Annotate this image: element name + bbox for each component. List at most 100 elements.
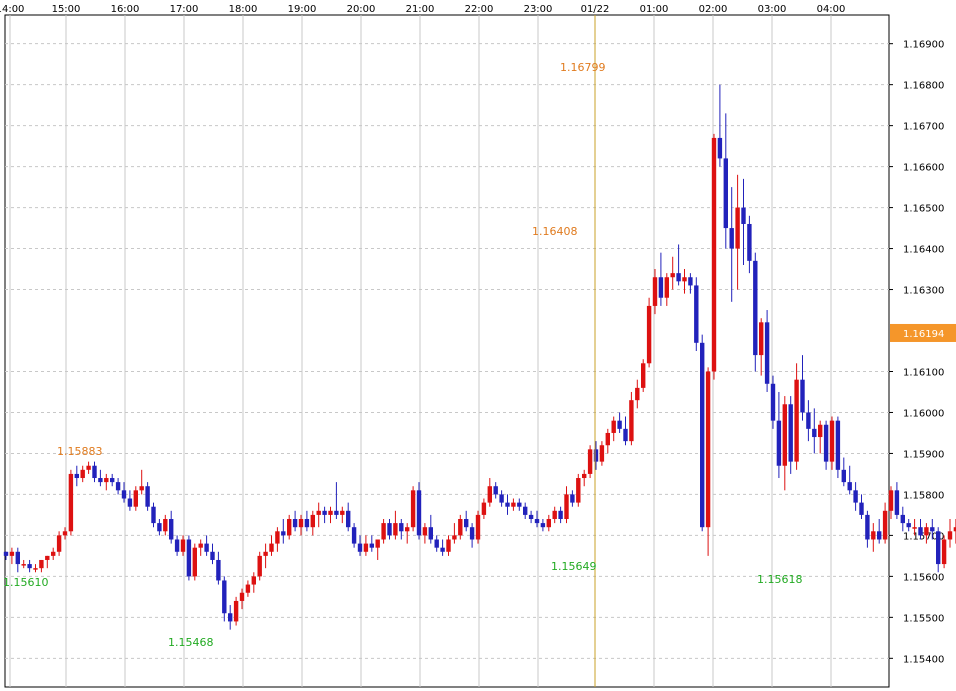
candle-body [180,539,186,552]
y-axis: 1.16900 1.16800 1.16700 1.16600 1.16500 1.164… [889,40,944,665]
candle-body [139,486,144,491]
candle-body [151,506,156,524]
y-tick-label: 1.16700 [903,122,944,133]
candle-body [127,498,133,507]
candle-body [481,502,487,515]
candle-body [405,527,410,532]
candle-body [27,564,32,569]
candle-body [422,527,428,536]
x-tick-label: 02:00 [699,4,728,15]
candle-body [399,523,404,532]
candle-body [587,449,593,474]
candle-body [788,404,793,462]
candle-body [86,465,91,470]
candle-body [871,531,876,540]
y-tick-label: 1.16300 [903,286,944,297]
candle-body [245,584,251,593]
candle-body [729,228,734,249]
candle-body [275,531,280,544]
candle-body [546,519,551,528]
candle-body [688,277,693,286]
x-tick-label: 17:00 [170,4,199,15]
candle-body [304,519,310,528]
candle-body [540,523,546,528]
candle-body [930,527,935,532]
candle-body [700,342,705,528]
candle-body [806,412,811,429]
candle-body [605,432,610,446]
y-tick-label: 1.15500 [903,613,944,624]
candle-body [145,486,150,507]
candle-body [694,285,699,343]
candle-body [410,490,416,528]
candle-body [599,445,605,462]
candle-body [552,510,557,519]
candle-body [121,490,127,499]
candle-body [257,555,262,577]
x-tick-label: 01/22 [581,4,610,15]
high-price-label: 1.15883 [57,445,103,458]
candle-body [812,428,817,438]
candle-body [658,277,664,298]
plot-frame [4,14,890,688]
y-tick-label: 1.15800 [903,490,944,501]
candle-body [387,523,392,536]
candle-body [39,559,44,569]
candle-body [452,535,457,540]
candle-body [953,527,956,532]
y-tick-label: 1.15700 [903,531,944,542]
candle-body [841,469,846,483]
candle-body [487,486,492,503]
candle-body [475,514,481,540]
candle-body [464,519,469,528]
candles [3,84,956,630]
candle-body [186,539,192,577]
x-tick-label: 18:00 [229,4,258,15]
candle-body [298,519,304,528]
candle-body [646,305,652,364]
candle-body [576,478,581,503]
y-tick-label: 1.16100 [903,367,944,378]
candle-body [818,424,823,438]
candle-body [629,400,634,442]
candle-body [764,322,770,384]
candle-body [770,383,776,421]
x-tick-label: 21:00 [406,4,435,15]
candle-body [416,490,422,536]
candle-body [316,510,321,515]
x-tick-label: 19:00 [288,4,317,15]
candle-body [174,539,180,552]
candle-body [157,523,162,532]
candle-body [233,600,239,622]
candle-body [440,547,445,552]
y-tick-label: 1.15600 [903,572,944,583]
candle-body [322,510,327,515]
candle-body [918,527,923,536]
candle-body [110,478,115,483]
high-price-label: 1.16408 [532,225,578,238]
candle-body [511,502,516,507]
candle-body [80,469,85,479]
candle-body [676,273,681,282]
x-tick-label: 15:00 [52,4,81,15]
candle-body [98,478,103,483]
candle-body [558,510,563,519]
current-price-tag [890,323,956,342]
candle-body [664,277,669,298]
candle-body [641,363,646,388]
candle-body [711,137,717,372]
candle-body [582,473,587,479]
candle-body [222,580,227,614]
y-tick-label: 1.16800 [903,81,944,92]
candle-body [936,531,941,565]
candle-body [635,387,640,401]
candle-body [3,551,9,556]
y-tick-label: 1.15900 [903,449,944,460]
y-tick-label: 1.16000 [903,408,944,419]
candle-body [741,207,746,224]
y-tick-label: 1.15400 [903,654,944,665]
candle-body [51,551,56,556]
candle-body [428,527,433,540]
low-price-label: 1.15649 [551,560,597,573]
